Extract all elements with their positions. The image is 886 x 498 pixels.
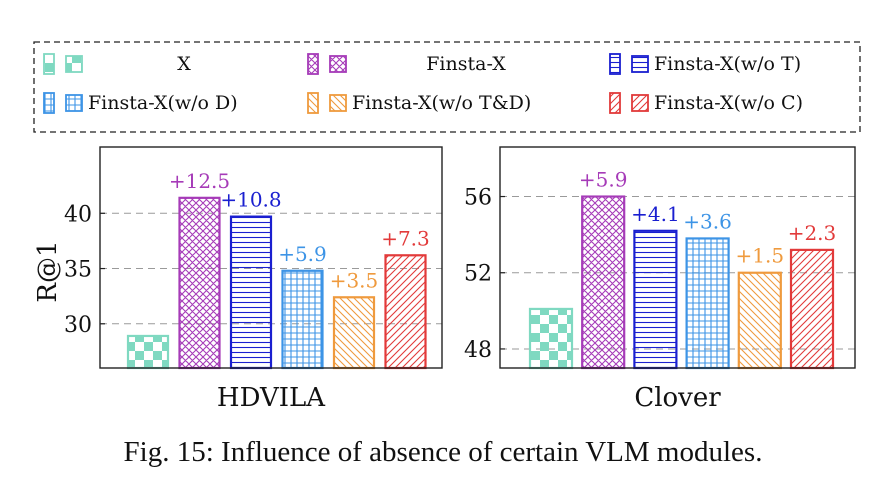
legend-label: Finsta-X(w/o T) bbox=[654, 53, 801, 75]
legend-swatch bbox=[631, 94, 649, 112]
legend-item-x: X bbox=[43, 53, 191, 75]
bar-clover-finsta-x-w-o-t bbox=[633, 229, 678, 370]
bar-clover-finsta-x-w-o-tandd bbox=[737, 271, 782, 370]
legend-swatch bbox=[65, 94, 83, 112]
y-tick-label: 56 bbox=[464, 186, 492, 211]
legend-item-finsta-x-w-o-tandd: Finsta-X(w/o T&D) bbox=[307, 92, 531, 114]
legend-swatch bbox=[43, 53, 55, 75]
bar-hdvila-finsta-x-w-o-t bbox=[229, 215, 273, 370]
legend-swatch bbox=[65, 55, 83, 73]
plot-frame bbox=[499, 146, 856, 369]
legend-label: Finsta-X(w/o T&D) bbox=[352, 92, 531, 114]
legend-item-finsta-x: Finsta-X bbox=[307, 53, 506, 75]
data-label: +5.9 bbox=[579, 168, 628, 192]
y-tick-label: 40 bbox=[64, 202, 92, 227]
legend-label: Finsta-X bbox=[426, 53, 506, 75]
legend-swatch bbox=[307, 53, 319, 75]
y-axis-label: R@1 bbox=[33, 240, 63, 302]
bar-hdvila-x bbox=[126, 334, 170, 370]
data-label: +1.5 bbox=[736, 244, 785, 268]
legend-swatch bbox=[329, 94, 347, 112]
panel-hdvila: 30 35 40 +12.5+10.8 +5.9+3.5+7.3 HDVILA R@1 bbox=[33, 146, 443, 413]
legend-swatch bbox=[609, 53, 621, 75]
data-label: +4.1 bbox=[631, 202, 680, 226]
bar-clover-finsta-x-w-o-d bbox=[685, 237, 730, 370]
legend-swatch bbox=[307, 92, 319, 114]
data-label: +5.9 bbox=[278, 242, 327, 266]
bar-clover-x bbox=[528, 307, 574, 370]
y-tick-label: 30 bbox=[64, 313, 92, 338]
legend: X Finsta-X Finsta-X(w/o T) Finsta-X(w/o D) F… bbox=[33, 41, 861, 133]
data-label: +7.3 bbox=[381, 226, 430, 250]
data-label: +3.6 bbox=[683, 209, 732, 233]
data-label: +10.8 bbox=[220, 188, 281, 212]
legend-item-finsta-x-w-o-d: Finsta-X(w/o D) bbox=[43, 92, 238, 114]
legend-swatch bbox=[329, 55, 347, 73]
bar-clover-finsta-x bbox=[581, 195, 626, 370]
data-label: +3.5 bbox=[330, 268, 379, 292]
bar-hdvila-finsta-x bbox=[178, 196, 221, 370]
legend-label: Finsta-X(w/o D) bbox=[88, 92, 238, 114]
legend-box bbox=[33, 41, 861, 133]
y-tick-label: 35 bbox=[64, 258, 92, 283]
x-axis-label: Clover bbox=[634, 383, 721, 413]
chart-panels: 303540+12.5+10.8+5.9+3.5+7.3HDVILAR@1485… bbox=[33, 146, 856, 413]
legend-swatch bbox=[631, 55, 649, 73]
y-tick-label: 52 bbox=[464, 262, 492, 287]
bar-hdvila-finsta-x-w-o-d bbox=[281, 269, 324, 370]
legend-item-finsta-x-w-o-c: Finsta-X(w/o C) bbox=[609, 92, 803, 114]
legend-swatch bbox=[609, 92, 621, 114]
bar-hdvila-finsta-x-w-o-c bbox=[384, 254, 427, 370]
x-axis-label: HDVILA bbox=[217, 383, 326, 413]
data-label: +2.3 bbox=[788, 221, 837, 245]
y-tick-label: 48 bbox=[464, 338, 492, 363]
plot-frame bbox=[99, 146, 443, 369]
legend-item-finsta-x-w-o-t: Finsta-X(w/o T) bbox=[609, 53, 801, 75]
legend-swatch bbox=[43, 92, 55, 114]
data-label: +12.5 bbox=[169, 169, 230, 193]
legend-label: Finsta-X(w/o C) bbox=[654, 92, 803, 114]
bar-hdvila-finsta-x-w-o-tandd bbox=[332, 296, 376, 370]
bar-clover-finsta-x-w-o-c bbox=[789, 248, 835, 370]
panel-clover: 48 52 56 +5.9+4.1 +3.6+1.5+2.3 Clover bbox=[464, 146, 856, 413]
figure-caption: Fig. 15: Influence of absence of certain… bbox=[123, 436, 763, 468]
legend-label: X bbox=[177, 53, 191, 75]
chart-figure: X Finsta-X Finsta-X(w/o T) Finsta-X(w/o D) F… bbox=[33, 41, 861, 413]
